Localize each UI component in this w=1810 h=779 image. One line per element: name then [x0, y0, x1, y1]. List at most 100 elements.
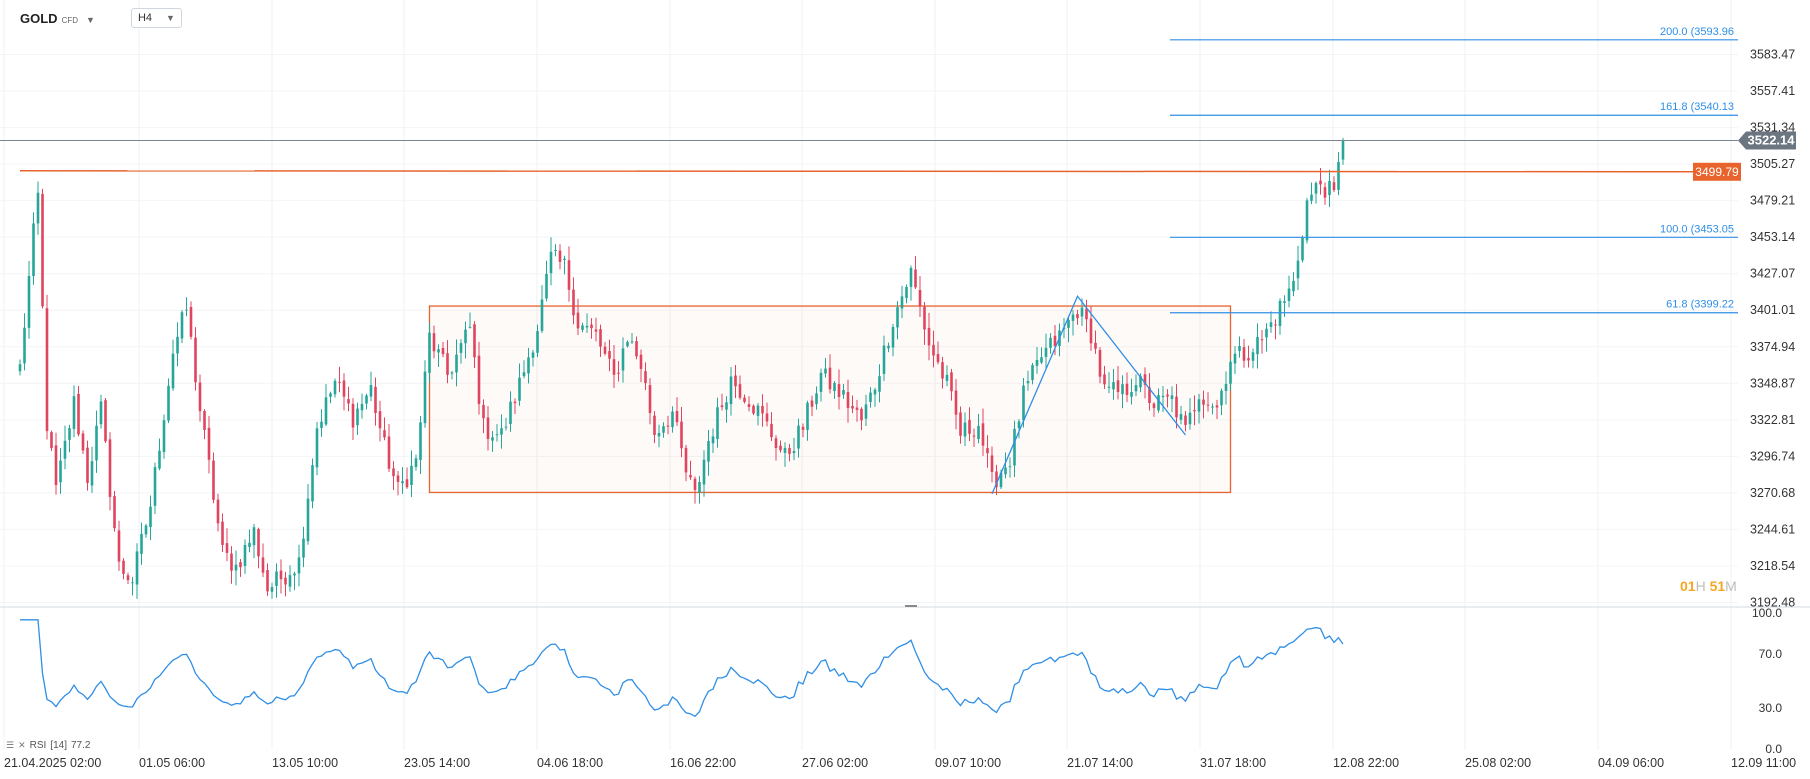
candle-body: [1238, 345, 1241, 352]
candle-body: [1044, 347, 1048, 357]
candle: [693, 476, 697, 504]
x-axis-tick-label: 09.07 10:00: [935, 756, 1001, 770]
indicator-list-icon[interactable]: ☰: [6, 740, 15, 750]
candle-body: [297, 557, 301, 574]
candle-body: [635, 341, 638, 357]
candle-body: [1004, 467, 1007, 475]
candle-body: [833, 382, 836, 392]
close-icon[interactable]: ✕: [18, 740, 26, 750]
candle-body: [77, 393, 80, 435]
candle: [221, 513, 224, 553]
candle: [50, 430, 53, 451]
candle-body: [288, 575, 292, 587]
candle-body: [419, 422, 422, 460]
candle-body: [590, 324, 593, 329]
candle-body: [864, 404, 868, 419]
y-axis-tick-label: 3557.41: [1750, 84, 1795, 98]
candle: [945, 365, 949, 387]
candle: [504, 417, 508, 431]
candle-body: [1283, 301, 1286, 303]
candles-group: [18, 137, 1345, 599]
candle-body: [194, 337, 197, 383]
candle-body: [1319, 180, 1322, 185]
candle-body: [999, 472, 1003, 488]
candle: [369, 371, 373, 402]
candle: [626, 340, 629, 348]
candle: [207, 415, 211, 474]
timeframe-selector[interactable]: H4 ▼: [130, 8, 182, 28]
candle: [90, 446, 94, 494]
candle: [1121, 375, 1124, 409]
candle-body: [126, 575, 130, 581]
candle: [774, 435, 778, 461]
candle-body: [1139, 376, 1142, 388]
candle: [824, 358, 827, 378]
timeframe-label: H4: [137, 12, 152, 24]
candle: [770, 412, 773, 441]
candle-body: [527, 357, 530, 374]
candle: [59, 448, 62, 494]
candle-body: [828, 367, 832, 390]
candle-body: [333, 380, 337, 395]
candle: [81, 430, 85, 455]
x-axis-tick-label: 04.06 18:00: [537, 756, 603, 770]
candle: [617, 361, 620, 382]
x-axis-tick-label: 27.06 02:00: [802, 756, 868, 770]
chart-header: GOLD CFD ▼ H4 ▼: [0, 0, 400, 36]
countdown-hours-unit: H: [1695, 578, 1706, 594]
candle: [891, 323, 895, 357]
candle-body: [1112, 382, 1115, 390]
candle: [549, 237, 553, 286]
candle: [963, 412, 967, 447]
candle: [756, 402, 760, 426]
candle-body: [1310, 194, 1313, 201]
candle: [1292, 272, 1295, 297]
candle: [810, 395, 814, 417]
candle: [828, 354, 832, 394]
candle: [1161, 386, 1165, 412]
candle-body: [1107, 386, 1111, 388]
candle-body: [1130, 392, 1133, 397]
candle-body: [698, 482, 701, 493]
candle-body: [792, 451, 796, 454]
candle: [1251, 348, 1255, 369]
candle-body: [41, 193, 44, 307]
candle-body: [500, 428, 503, 435]
candle: [410, 450, 413, 498]
candle-body: [563, 258, 566, 261]
x-axis-tick-label: 25.08 02:00: [1465, 756, 1531, 770]
candle: [977, 413, 980, 444]
candle: [473, 321, 476, 368]
candle-body: [212, 460, 215, 500]
candle-body: [1071, 314, 1075, 321]
candle-body: [221, 521, 224, 545]
candle-body: [689, 475, 692, 478]
candle-body: [1031, 365, 1034, 381]
candle: [1008, 457, 1012, 478]
candle: [1013, 420, 1016, 478]
rsi-axis-tick-label: 0.0: [1765, 742, 1782, 756]
candle-body: [788, 448, 791, 454]
candle: [621, 337, 625, 383]
symbol-selector[interactable]: GOLD CFD ▼: [20, 11, 95, 26]
candle: [212, 452, 215, 504]
candle: [428, 322, 431, 383]
candle: [239, 558, 242, 577]
candle-body: [900, 296, 904, 309]
candle-body: [1323, 187, 1327, 198]
candle: [1116, 366, 1120, 400]
candle-body: [765, 413, 769, 422]
fib-level-label: 100.0 (3453.05: [1660, 223, 1734, 235]
y-axis-tick-label: 3479.21: [1750, 194, 1795, 208]
candle: [1170, 386, 1174, 413]
candle-body: [95, 425, 98, 461]
candle: [522, 360, 526, 379]
candle: [837, 369, 841, 410]
candle: [905, 284, 908, 304]
candle: [419, 416, 422, 474]
candle: [752, 404, 755, 416]
candle: [1193, 395, 1196, 426]
current-price-tag: [1738, 131, 1796, 150]
candle-body: [1197, 399, 1201, 412]
